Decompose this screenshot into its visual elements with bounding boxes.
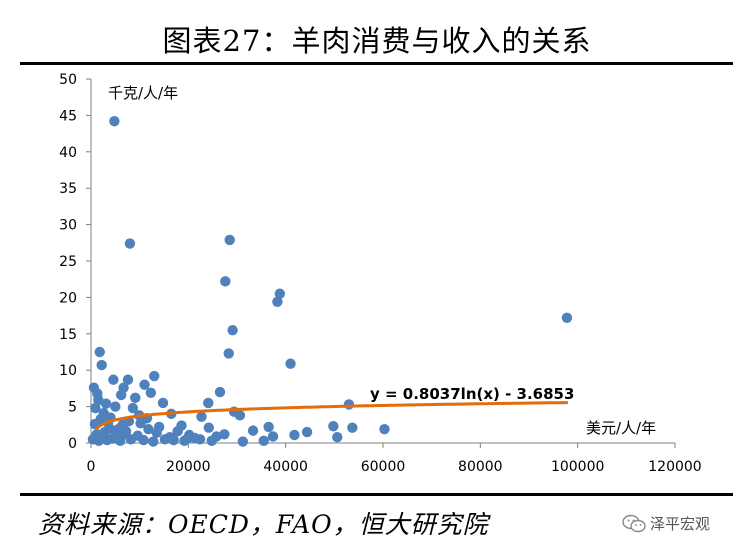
data-point bbox=[168, 434, 179, 446]
data-point bbox=[143, 423, 154, 435]
data-point bbox=[100, 398, 112, 409]
x-tick-label: 60000 bbox=[361, 459, 406, 475]
data-point bbox=[328, 421, 339, 432]
data-point bbox=[224, 234, 235, 246]
data-point bbox=[148, 436, 159, 447]
figure-title: 图表27：羊肉消费与收入的关系 bbox=[162, 24, 592, 58]
data-point bbox=[108, 374, 119, 385]
y-tick-label: 20 bbox=[59, 290, 77, 306]
data-point bbox=[267, 431, 279, 442]
data-point bbox=[194, 434, 206, 445]
data-point bbox=[332, 431, 343, 443]
y-tick-label: 0 bbox=[68, 436, 77, 452]
data-point bbox=[172, 426, 183, 437]
data-point bbox=[196, 411, 207, 422]
data-point bbox=[347, 422, 358, 433]
top-rule bbox=[20, 62, 733, 65]
data-point bbox=[223, 348, 234, 359]
data-point bbox=[220, 276, 231, 287]
y-tick-label: 10 bbox=[59, 363, 77, 379]
data-point bbox=[247, 425, 259, 436]
trendline bbox=[94, 401, 568, 431]
x-tick-label: 20000 bbox=[166, 459, 211, 475]
watermark: 泽平宏观 bbox=[622, 513, 710, 534]
data-point bbox=[90, 402, 101, 414]
data-point bbox=[127, 402, 139, 414]
bottom-rule bbox=[20, 493, 733, 496]
data-point bbox=[149, 370, 160, 382]
data-point bbox=[139, 379, 150, 390]
x-tick-label: 40000 bbox=[263, 459, 308, 475]
data-point bbox=[263, 421, 274, 433]
y-tick-label: 35 bbox=[59, 181, 77, 197]
data-point bbox=[301, 426, 313, 438]
data-point bbox=[145, 387, 157, 398]
data-point bbox=[343, 399, 355, 410]
data-point bbox=[379, 423, 390, 435]
data-point bbox=[118, 429, 130, 440]
data-point bbox=[124, 238, 136, 249]
y-tick-label: 40 bbox=[59, 145, 77, 161]
y-tick-label: 25 bbox=[59, 254, 77, 270]
data-point bbox=[289, 429, 300, 441]
y-axis-label: 千克/人/年 bbox=[108, 84, 178, 102]
data-point bbox=[94, 346, 105, 358]
data-point bbox=[122, 374, 134, 385]
data-point bbox=[203, 397, 214, 409]
data-point bbox=[135, 418, 146, 429]
y-tick-label: 45 bbox=[59, 108, 77, 124]
data-point bbox=[104, 423, 115, 434]
data-point bbox=[157, 397, 169, 409]
trendline-group bbox=[94, 401, 568, 431]
data-point bbox=[97, 431, 108, 443]
data-point bbox=[96, 359, 107, 371]
data-point bbox=[107, 433, 118, 444]
x-tick-label: 120000 bbox=[648, 459, 701, 475]
data-point bbox=[130, 392, 141, 404]
scatter-chart: 0 5 10 15 20 25 30 35 40 45 50 0 20000 40000 60000 8000… bbox=[59, 72, 702, 475]
wechat-icon bbox=[622, 514, 646, 532]
x-tick-label: 80000 bbox=[458, 459, 503, 475]
y-tick-label: 5 bbox=[68, 400, 77, 416]
data-point bbox=[285, 358, 296, 369]
watermark-text: 泽平宏观 bbox=[650, 515, 711, 533]
data-point bbox=[115, 389, 127, 401]
y-tick-label: 30 bbox=[59, 218, 77, 234]
data-point bbox=[219, 429, 230, 440]
data-point bbox=[234, 410, 246, 421]
y-tick-label: 50 bbox=[59, 72, 77, 88]
data-point bbox=[182, 433, 193, 444]
data-point bbox=[153, 421, 165, 433]
x-tick-label: 100000 bbox=[551, 459, 604, 475]
x-tick-label: 0 bbox=[87, 459, 96, 475]
scatter-points bbox=[87, 116, 573, 447]
trendline-equation: y = 0.8037ln(x) - 3.6853 bbox=[370, 385, 574, 403]
data-point bbox=[274, 288, 286, 299]
source-note: 资料来源：OECD，FAO，恒大研究院 bbox=[38, 510, 489, 539]
data-point bbox=[109, 116, 120, 127]
data-point bbox=[227, 324, 238, 336]
data-point bbox=[206, 435, 217, 447]
data-point bbox=[203, 422, 214, 433]
data-point bbox=[138, 434, 149, 446]
data-point bbox=[214, 386, 226, 398]
y-tick-label: 15 bbox=[59, 327, 77, 343]
data-point bbox=[272, 296, 283, 307]
data-point bbox=[159, 434, 171, 445]
data-point bbox=[110, 401, 121, 412]
data-point bbox=[258, 435, 269, 447]
data-point bbox=[237, 436, 249, 447]
data-point bbox=[98, 407, 109, 419]
data-point bbox=[561, 312, 573, 323]
x-axis-label: 美元/人/年 bbox=[586, 419, 656, 437]
data-point bbox=[92, 388, 103, 399]
